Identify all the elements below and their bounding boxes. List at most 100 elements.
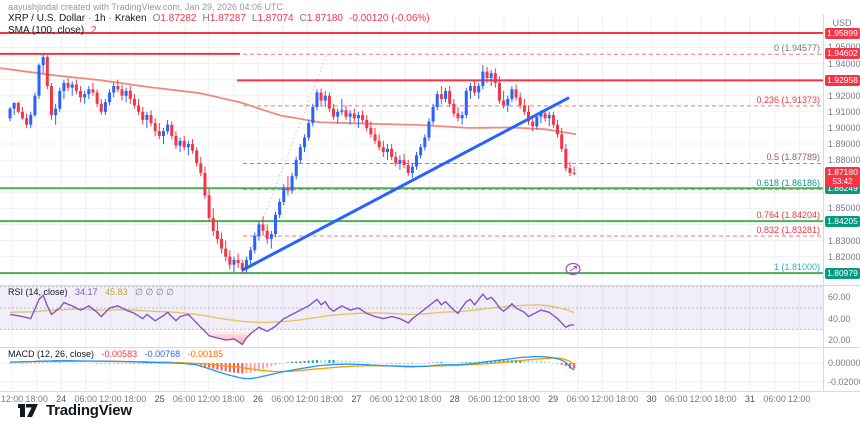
current-price-value: 1.87180 [827, 167, 858, 178]
high-value: 1.87287 [209, 13, 246, 24]
time-axis-label: 12:00 [689, 394, 713, 404]
macd-label: MACD (12, 26, close) [8, 349, 95, 359]
fib-level-label: 0 (1.94577) [773, 43, 820, 54]
time-axis-label: 12:00 [394, 394, 417, 404]
time-axis-label: 24 [56, 394, 67, 404]
rsi-ma-line [9, 304, 575, 324]
low-value: 1.87074 [257, 13, 294, 24]
attribution-text: aayushjindal created with TradingView.co… [8, 2, 283, 12]
time-axis-label: 27 [351, 394, 362, 404]
price-tick-label: 1.90000 [828, 122, 860, 133]
macd-tick-label: 0.00000 [828, 358, 860, 368]
time-axis-label: 31 [744, 394, 756, 404]
time-axis-label: 12:00 [197, 394, 221, 404]
current-price-badge: 1.87180 53:42 [825, 167, 860, 188]
tradingview-logo-icon [18, 404, 38, 417]
rsi-legend[interactable]: RSI (14, close) 34.17 45.83 ∅ ∅ ∅ ∅ [8, 287, 174, 298]
drawing-marker[interactable] [565, 262, 581, 276]
sma-indicator [0, 67, 577, 136]
time-axis-label: 18:00 [25, 394, 48, 404]
rsi-value: 34.17 [75, 287, 98, 297]
time-axis-label: 12:00 [591, 394, 614, 404]
rsi-tick-label: 20.00 [828, 335, 851, 346]
time-axis-label: 06:00 [369, 394, 393, 404]
price-tick-label: 1.95000 [828, 42, 860, 52]
separator-dot: · [88, 13, 92, 24]
price-tick-label: 1.91000 [828, 106, 860, 117]
close-value: 1.87180 [306, 13, 343, 24]
sma-line [0, 67, 577, 136]
price-tick-label: 1.83000 [828, 235, 860, 246]
rsi-tick-label: 40.00 [828, 313, 851, 324]
time-axis-label: 29 [548, 394, 559, 404]
price-level-badge: 1.84205 [825, 215, 860, 227]
sma-value: 2 [90, 25, 97, 36]
tradingview-logo[interactable]: TradingView [18, 402, 132, 419]
rsi-band [0, 286, 823, 330]
exchange-label[interactable]: Kraken [114, 13, 147, 24]
open-value: 1.87282 [160, 13, 197, 24]
macd-legend[interactable]: MACD (12, 26, close) -0.00583 -0.00768 -… [8, 349, 223, 359]
candlesticks [8, 54, 576, 274]
time-axis-label: 30 [646, 394, 657, 404]
currency-label[interactable]: USD [832, 18, 852, 28]
rsi-label: RSI (14, close) [8, 287, 68, 297]
grid-lines [0, 14, 823, 391]
time-axis-label: 18:00 [517, 394, 540, 404]
time-axis-label: 18:00 [123, 394, 147, 404]
rsi-ma-value: 45.83 [105, 287, 128, 297]
rsi-tick-label: 60.00 [828, 292, 851, 303]
price-level-badge: 1.94602 [825, 48, 860, 60]
rsi-empty-values: ∅ ∅ ∅ ∅ [135, 287, 175, 297]
time-axis-label: 06:00 [74, 394, 98, 404]
macd-tick-label: -0.02000 [828, 377, 860, 388]
horizontal-levels[interactable] [0, 32, 823, 275]
close-letter: C [299, 13, 307, 24]
macd-line [9, 355, 575, 380]
time-axis-label: 18:00 [714, 394, 737, 404]
change-value: -0.00120 (-0.06%) [349, 13, 430, 24]
trendline-drawing[interactable] [241, 96, 570, 272]
time-axis-label: 06:00 [271, 394, 294, 404]
time-axis-label: 06:00 [664, 394, 688, 404]
fib-level-label: 0.764 (1.84204) [756, 210, 820, 221]
symbol-title[interactable]: XRP / U.S. Dollar [8, 13, 86, 24]
time-axis-label: 26 [252, 394, 264, 404]
price-tick-label: 1.92000 [828, 90, 860, 101]
price-tick-label: 1.94000 [828, 58, 860, 69]
time-axis-label: 18:00 [418, 394, 442, 404]
rsi-indicator [9, 292, 575, 346]
price-level-badge: 1.80979 [825, 267, 860, 279]
fib-level-label: 0.618 (1.86186) [756, 178, 820, 189]
fib-level-label: 1 (1.81000) [773, 261, 820, 272]
price-level-badge: 1.92958 [825, 74, 860, 86]
separator-dot: · [108, 13, 112, 24]
time-axis-label: 06:00 [566, 394, 590, 404]
bar-countdown: 53:42 [832, 177, 853, 187]
rsi-oversold-fill [205, 329, 268, 345]
time-axis-label: 18:00 [615, 394, 639, 404]
price-tick-label: 1.89000 [828, 139, 860, 149]
price-tick-label: 1.88000 [828, 155, 860, 166]
time-axis-label: 12:00 [99, 394, 122, 404]
time-axis-label: 25 [154, 394, 165, 404]
high-letter: H [202, 13, 210, 24]
chart-canvas[interactable] [0, 0, 860, 392]
time-axis-label: 18:00 [320, 394, 344, 404]
time-axis-label: 12:00 [0, 394, 24, 404]
trendline[interactable] [241, 96, 570, 272]
rsi-line [9, 292, 575, 346]
time-axis-label: 28 [449, 394, 460, 404]
macd-hist-value: -0.00583 [101, 349, 138, 359]
price-tick-label: 1.82000 [828, 251, 860, 262]
macd-line-value: -0.00768 [144, 349, 181, 359]
sma-legend[interactable]: SMA (100, close) 2 [8, 25, 97, 36]
time-axis-label: 12:00 [295, 394, 319, 404]
interval-label[interactable]: 1h [94, 13, 106, 24]
open-letter: O [152, 13, 161, 24]
time-axis-label: 06:00 [763, 394, 786, 404]
fib-level-label: 0.832 (1.83281) [756, 225, 820, 236]
time-axis-label: 12:00 [787, 394, 811, 404]
pane-separators [0, 14, 860, 392]
time-axis-label: 06:00 [468, 394, 491, 404]
